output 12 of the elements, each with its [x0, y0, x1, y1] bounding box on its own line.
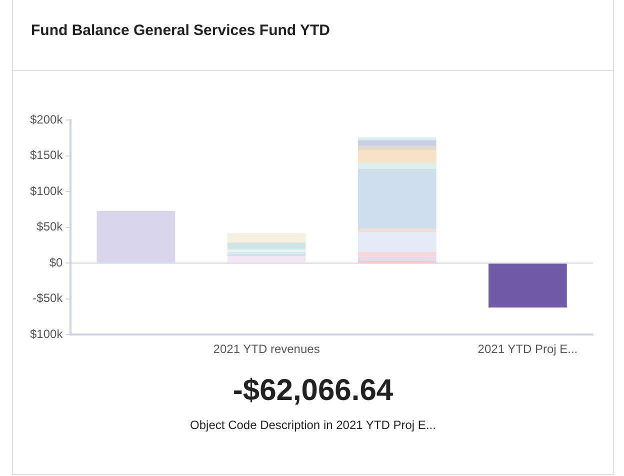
y-tick-label: -$50k	[32, 291, 64, 306]
chart-title: Fund Balance General Services Fund YTD	[31, 22, 330, 39]
x-tick-label: 2021 YTD Proj E...	[478, 342, 578, 356]
text: -$62,066.64	[232, 374, 394, 408]
y-tick-label: $100k	[30, 326, 64, 341]
y-tick-label: $200k	[30, 112, 64, 127]
y-tick-label: $50k	[36, 220, 64, 234]
text: Object Code Description in 2021 YTD Proj E...	[189, 418, 437, 432]
y-tick-label: $150k	[30, 148, 64, 162]
y-tick-label: $100k	[30, 184, 64, 198]
y-tick-label: $0	[49, 255, 64, 270]
x-tick-label: 2021 YTD revenues	[213, 342, 320, 356]
